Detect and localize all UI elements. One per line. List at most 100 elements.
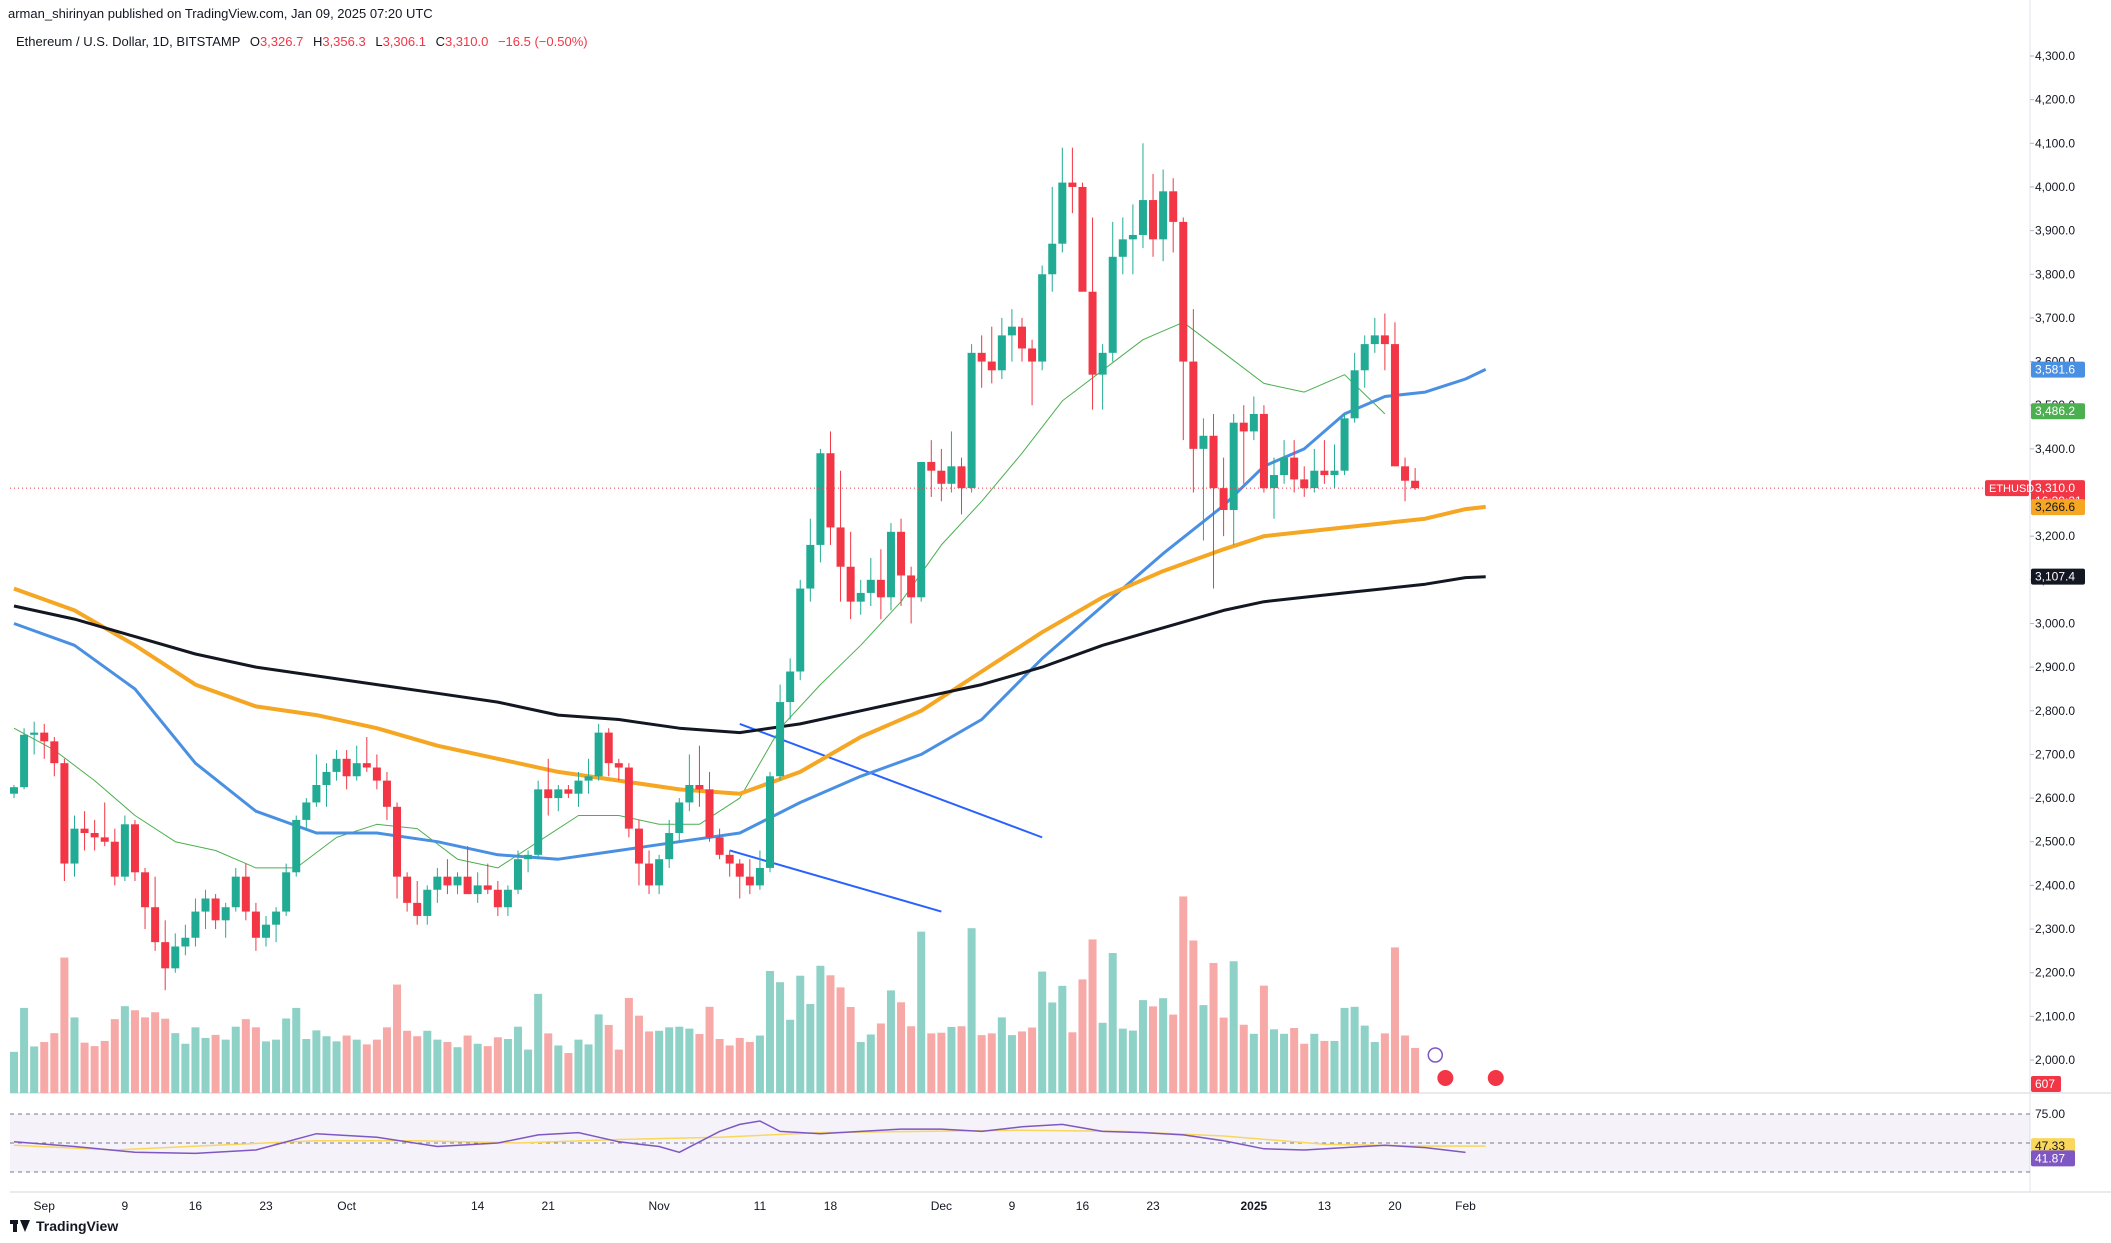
candle-body <box>352 763 361 777</box>
y-tick-label: 4,000.0 <box>2035 180 2075 194</box>
x-tick-label: 11 <box>754 1199 767 1213</box>
volume-bar <box>907 1026 916 1093</box>
volume-bar <box>1098 1022 1107 1093</box>
price-label: 3,266.6 <box>2035 500 2075 514</box>
rsi-ma-line <box>13 1129 1486 1151</box>
y-tick-label: 4,300.0 <box>2035 49 2075 63</box>
candle-body <box>655 859 664 886</box>
symbol-name[interactable]: Ethereum / U.S. Dollar, 1D, BITSTAMP <box>16 34 241 49</box>
volume-bar <box>1018 1031 1026 1093</box>
candle-body <box>1159 191 1168 240</box>
candle-body <box>1350 370 1359 419</box>
candle-body <box>604 732 613 764</box>
x-tick-label: Feb <box>1455 1199 1476 1213</box>
candle-body <box>1209 435 1218 489</box>
volume-bar <box>382 1027 391 1093</box>
volume-bar <box>181 1043 190 1093</box>
candle-body <box>967 352 976 489</box>
volume-label: 607 <box>2035 1077 2055 1091</box>
volume-bar <box>151 1012 160 1093</box>
candle-body <box>1320 470 1329 476</box>
candle-body <box>1058 182 1067 244</box>
candle-body <box>1411 480 1420 489</box>
x-tick-label: 16 <box>189 1199 203 1213</box>
candle-body <box>937 470 946 484</box>
volume-bar <box>433 1039 442 1093</box>
volume-bar <box>30 1046 39 1093</box>
candle-body <box>766 776 774 868</box>
volume-bar <box>211 1034 220 1093</box>
volume-bar <box>574 1039 583 1093</box>
candle-body <box>221 907 230 921</box>
volume-bar <box>312 1030 321 1093</box>
candle-body <box>403 876 412 903</box>
y-tick-label: 2,500.0 <box>2035 835 2075 849</box>
volume-bar <box>443 1042 452 1093</box>
candle-body <box>1370 335 1379 345</box>
moving-average-line <box>13 368 1487 861</box>
candle-body <box>181 937 190 947</box>
candle-body <box>120 824 129 877</box>
y-tick-label: 3,400.0 <box>2035 442 2075 456</box>
price-label-box <box>2031 499 2085 516</box>
volume-bar <box>816 965 825 1093</box>
candle-body <box>372 767 381 781</box>
volume-bar <box>352 1039 361 1093</box>
volume-bar <box>1330 1040 1339 1093</box>
candle-body <box>110 841 119 877</box>
volume-bar <box>1149 1006 1158 1093</box>
y-tick-label: 3,000.0 <box>2035 616 2075 630</box>
x-tick-label: 13 <box>1318 1199 1332 1213</box>
candle-body <box>312 784 321 803</box>
volume-bar <box>1088 939 1097 1093</box>
volume-bar <box>1300 1043 1309 1093</box>
candle-body <box>1340 418 1349 471</box>
candle-body <box>1239 422 1248 432</box>
volume-bar <box>634 1015 643 1093</box>
volume-bar <box>503 1039 512 1093</box>
candle-body <box>614 763 623 768</box>
volume-bar <box>90 1046 99 1093</box>
rsi-line <box>13 1120 1466 1155</box>
volume-bar <box>463 1035 472 1093</box>
volume-bar <box>1078 979 1087 1093</box>
volume-bar <box>796 975 805 1093</box>
volume-bar <box>60 957 69 1093</box>
candle-body <box>1401 466 1410 481</box>
volume-bar <box>665 1027 674 1093</box>
x-tick-label: Sep <box>34 1199 56 1213</box>
moving-average-line <box>13 321 1386 869</box>
x-tick-label: 23 <box>259 1199 273 1213</box>
volume-bar <box>483 1046 492 1093</box>
candle-body <box>453 876 462 886</box>
candle-body <box>1179 221 1188 362</box>
volume-bar <box>120 1006 129 1093</box>
volume-bar <box>110 1019 119 1093</box>
candle-body <box>786 671 795 703</box>
candle-body <box>443 876 452 886</box>
change-value: −16.5 (−0.50%) <box>497 34 588 49</box>
candle-body <box>755 867 764 886</box>
candle-body <box>866 579 875 593</box>
candle-body <box>1118 239 1127 257</box>
close-value: 3,310.0 <box>444 34 489 49</box>
price-label: 3,581.6 <box>2035 363 2075 377</box>
moving-average-line <box>13 575 1486 735</box>
candle-body <box>272 911 281 925</box>
volume-bar <box>1390 947 1399 1093</box>
x-tick-label: 18 <box>824 1199 838 1213</box>
candle-body <box>776 702 785 777</box>
price-label: 3,486.2 <box>2035 404 2075 418</box>
volume-bar <box>715 1039 724 1093</box>
volume-bar <box>957 1026 966 1093</box>
tradingview-logo[interactable]: TradingView <box>10 1218 118 1234</box>
volume-bar <box>40 1042 49 1093</box>
price-label: 3,107.4 <box>2035 570 2075 584</box>
y-tick-label: 3,800.0 <box>2035 267 2075 281</box>
candle-body <box>191 911 200 938</box>
volume-bar <box>1159 998 1168 1093</box>
candle-body <box>90 833 99 838</box>
candle-body <box>1330 470 1339 476</box>
candle-body <box>584 776 593 781</box>
